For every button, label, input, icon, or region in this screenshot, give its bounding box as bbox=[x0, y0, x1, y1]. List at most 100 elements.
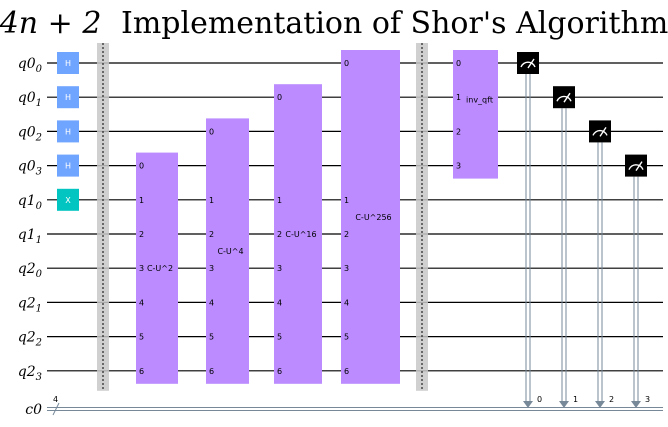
gate-port-label: 2 bbox=[209, 230, 214, 239]
qubit-index: 2 bbox=[35, 132, 42, 143]
measure-arrow bbox=[523, 401, 533, 408]
qubit-label: q23 bbox=[18, 364, 42, 383]
qubit-label: q22 bbox=[18, 330, 42, 349]
qubit-index: 1 bbox=[36, 98, 42, 109]
qubit-index: 0 bbox=[36, 201, 43, 212]
qubit-label: q11 bbox=[18, 227, 42, 246]
qubit-label: q03 bbox=[18, 159, 42, 178]
qubit-label: q10 bbox=[18, 193, 43, 212]
gate-port-label: 6 bbox=[344, 367, 349, 376]
measure-arrow bbox=[559, 401, 569, 408]
gate-port-label: 5 bbox=[344, 333, 349, 342]
qubit-index: 1 bbox=[36, 303, 42, 314]
gate-port-label: 2 bbox=[344, 230, 349, 239]
gate-port-label: 2 bbox=[277, 230, 282, 239]
inverse-qft-gate bbox=[453, 50, 498, 179]
title-prefix: 4n + 2 bbox=[0, 6, 101, 41]
gate-port-label: 4 bbox=[277, 298, 282, 307]
gate-port-label: 3 bbox=[344, 264, 349, 273]
single-qubit-gate bbox=[57, 120, 79, 143]
gate-port-label: 1 bbox=[456, 93, 461, 102]
gate-port-label: 1 bbox=[344, 196, 349, 205]
meter-icon bbox=[625, 154, 647, 177]
qubit-register-name: q0 bbox=[18, 124, 36, 140]
gate-port-label: 4 bbox=[139, 298, 144, 307]
gate-port-label: 3 bbox=[277, 264, 282, 273]
single-qubit-gate bbox=[57, 52, 79, 74]
qubit-register-name: q2 bbox=[18, 295, 36, 311]
gate-port-label: 1 bbox=[277, 196, 282, 205]
controlled-u-gate bbox=[206, 118, 249, 384]
gate-port-label: 4 bbox=[344, 298, 349, 307]
gate-port-label: 0 bbox=[344, 59, 349, 68]
title-suffix: Implementation of Shor's Algorithm bbox=[121, 6, 668, 41]
measure-arrow bbox=[631, 401, 641, 408]
gate-label: H bbox=[65, 93, 71, 102]
qubit-register-name: q1 bbox=[18, 227, 36, 243]
gate-port-label: 6 bbox=[209, 367, 214, 376]
qubit-register-name: q0 bbox=[18, 159, 36, 175]
classical-register-label: c0 bbox=[25, 402, 42, 418]
classical-bit-count: 4 bbox=[53, 395, 58, 404]
gate-port-label: 0 bbox=[209, 127, 214, 136]
gate-label: X bbox=[65, 196, 71, 205]
qubit-register-name: q2 bbox=[18, 330, 36, 346]
gate-port-label: 3 bbox=[139, 264, 144, 273]
qubit-index: 3 bbox=[36, 167, 42, 178]
gate-label: H bbox=[65, 59, 71, 68]
qubit-register-name: q1 bbox=[18, 193, 36, 209]
qubit-index: 2 bbox=[35, 338, 42, 349]
qubit-register-name: q2 bbox=[18, 261, 36, 277]
meter-icon bbox=[589, 120, 611, 143]
gate-label: C-U^256 bbox=[355, 213, 391, 222]
qubit-label: q20 bbox=[18, 261, 43, 280]
single-qubit-gate bbox=[57, 188, 79, 211]
controlled-u-gate bbox=[274, 84, 322, 384]
controlled-u-gate bbox=[341, 50, 400, 384]
qubit-index: 3 bbox=[36, 372, 42, 383]
circuit-title: 4n + 2 Implementation of Shor's Algorith… bbox=[0, 6, 668, 41]
qubit-index: 0 bbox=[36, 64, 43, 75]
classical-bit-index: 0 bbox=[537, 395, 542, 404]
gate-label: H bbox=[65, 162, 71, 171]
gate-port-label: 0 bbox=[139, 162, 144, 171]
gate-port-label: 1 bbox=[139, 196, 144, 205]
qubit-register-name: q2 bbox=[18, 364, 36, 380]
gate-port-label: 3 bbox=[456, 162, 461, 171]
classical-bit-index: 1 bbox=[573, 395, 578, 404]
gate-port-label: 6 bbox=[277, 367, 282, 376]
gate-label: C-U^16 bbox=[285, 230, 316, 239]
gate-label: H bbox=[65, 127, 71, 136]
gate-port-label: 1 bbox=[209, 196, 214, 205]
qubit-index: 1 bbox=[36, 235, 42, 246]
classical-bit-index: 3 bbox=[645, 395, 650, 404]
gate-port-label: 3 bbox=[209, 264, 214, 273]
single-qubit-gate bbox=[57, 154, 79, 177]
meter-icon bbox=[517, 52, 539, 74]
gate-port-label: 0 bbox=[456, 59, 461, 68]
gate-port-label: 2 bbox=[456, 127, 461, 136]
meter-icon bbox=[553, 86, 575, 109]
qubit-register-name: q0 bbox=[18, 90, 36, 106]
qubit-label: q02 bbox=[18, 124, 42, 143]
gate-label: C-U^4 bbox=[217, 247, 243, 256]
qubit-label: q00 bbox=[18, 56, 43, 75]
qubit-register-name: q0 bbox=[18, 56, 36, 72]
gate-label: C-U^2 bbox=[147, 264, 173, 273]
gate-port-label: 4 bbox=[209, 298, 214, 307]
gate-port-label: 0 bbox=[277, 93, 282, 102]
classical-bit-index: 2 bbox=[609, 395, 614, 404]
gate-label: inv_qft bbox=[466, 95, 493, 104]
controlled-u-gate bbox=[136, 152, 178, 384]
measure-arrow bbox=[595, 401, 605, 408]
qubit-label: q01 bbox=[18, 90, 42, 109]
gate-port-label: 5 bbox=[277, 333, 282, 342]
qubit-index: 0 bbox=[36, 269, 43, 280]
gate-port-label: 6 bbox=[139, 367, 144, 376]
qubit-label: q21 bbox=[18, 295, 42, 314]
classical-bus-slash bbox=[52, 402, 60, 416]
gate-port-label: 5 bbox=[139, 333, 144, 342]
gate-port-label: 2 bbox=[139, 230, 144, 239]
gate-port-label: 5 bbox=[209, 333, 214, 342]
